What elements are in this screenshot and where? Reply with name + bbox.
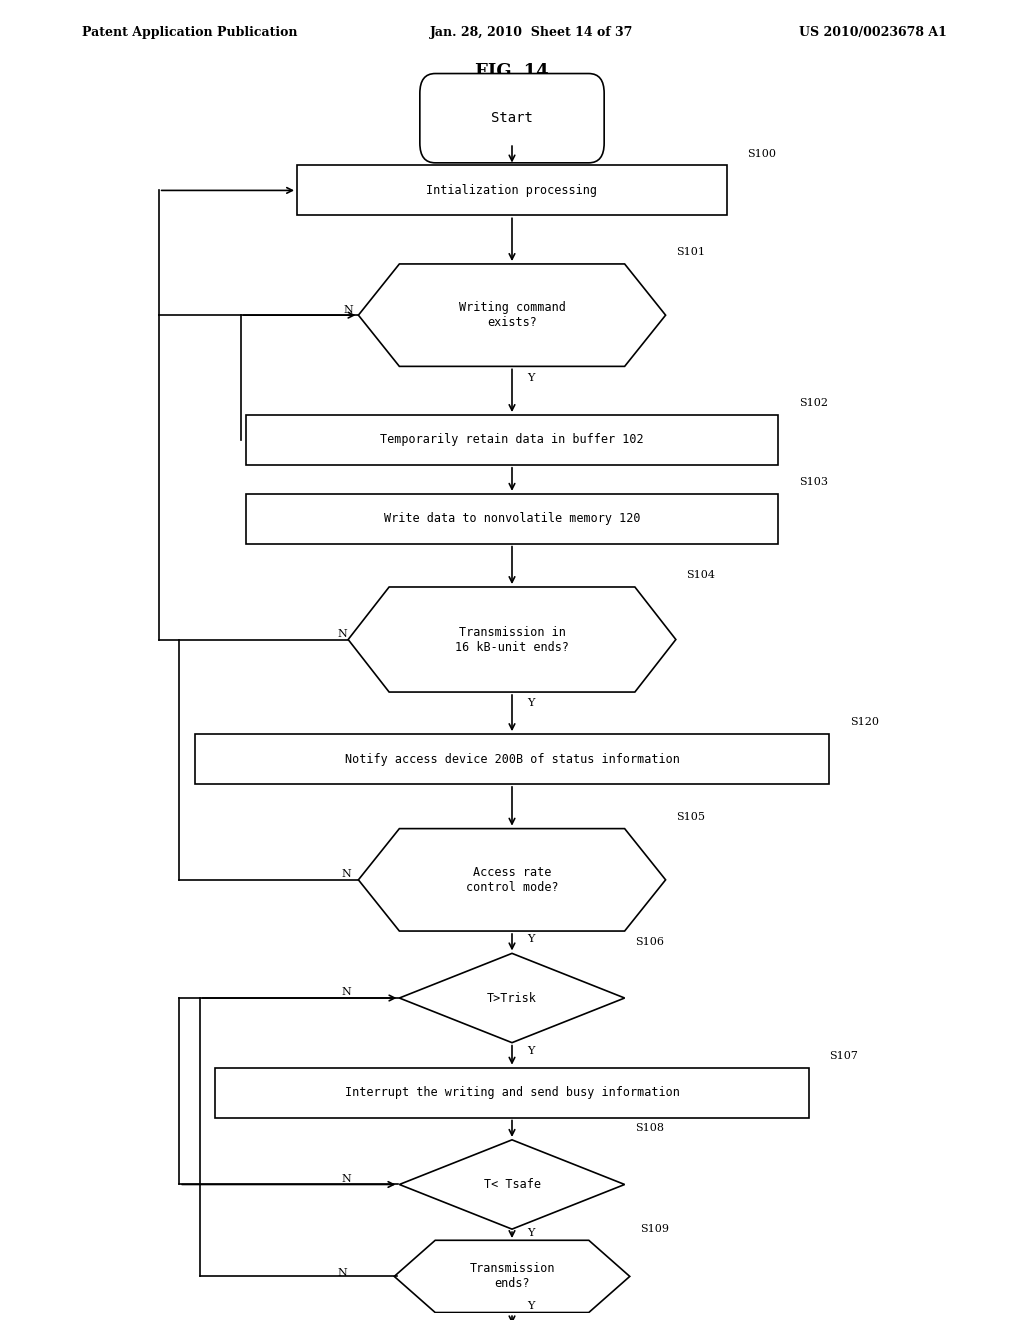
Text: S105: S105 (676, 812, 705, 822)
Bar (246, 414, 778, 465)
Text: Y: Y (527, 1302, 535, 1311)
Text: S107: S107 (829, 1051, 858, 1061)
Bar (297, 165, 727, 215)
Text: T< Tsafe: T< Tsafe (483, 1177, 541, 1191)
Text: Jan. 28, 2010  Sheet 14 of 37: Jan. 28, 2010 Sheet 14 of 37 (430, 26, 634, 40)
Bar (215, 1068, 809, 1118)
Text: Patent Application Publication: Patent Application Publication (82, 26, 297, 40)
Text: Y: Y (527, 698, 535, 709)
Text: N: N (338, 1269, 348, 1278)
Text: N: N (343, 305, 353, 314)
Text: S101: S101 (676, 247, 705, 257)
Text: Y: Y (527, 1047, 535, 1056)
Text: Temporarily retain data in buffer 102: Temporarily retain data in buffer 102 (380, 433, 644, 446)
Text: N: N (341, 987, 351, 998)
FancyBboxPatch shape (420, 74, 604, 162)
Polygon shape (358, 829, 666, 931)
Text: S104: S104 (686, 570, 715, 581)
Text: Writing command
exists?: Writing command exists? (459, 301, 565, 329)
Text: Transmission in
16 kB-unit ends?: Transmission in 16 kB-unit ends? (455, 626, 569, 653)
Text: Write data to nonvolatile memory 120: Write data to nonvolatile memory 120 (384, 512, 640, 525)
Text: Intialization processing: Intialization processing (427, 183, 597, 197)
Text: S103: S103 (799, 478, 827, 487)
Text: S102: S102 (799, 399, 827, 408)
Text: S120: S120 (850, 718, 879, 727)
Text: Y: Y (527, 933, 535, 944)
Text: Transmission
ends?: Transmission ends? (469, 1262, 555, 1291)
Text: Start: Start (492, 111, 532, 125)
Polygon shape (399, 1140, 625, 1229)
Text: N: N (338, 628, 348, 639)
Text: Y: Y (527, 372, 535, 383)
Polygon shape (348, 587, 676, 692)
Text: S108: S108 (635, 1123, 664, 1134)
Polygon shape (394, 1241, 630, 1312)
Text: S109: S109 (640, 1224, 669, 1234)
Text: FIG. 14: FIG. 14 (475, 63, 549, 82)
Text: S100: S100 (748, 149, 776, 158)
Text: T>Trisk: T>Trisk (487, 991, 537, 1005)
Text: N: N (341, 1173, 351, 1184)
Text: Interrupt the writing and send busy information: Interrupt the writing and send busy info… (344, 1086, 680, 1100)
Text: Y: Y (527, 1228, 535, 1238)
Text: US 2010/0023678 A1: US 2010/0023678 A1 (799, 26, 946, 40)
Text: Access rate
control mode?: Access rate control mode? (466, 866, 558, 894)
Bar (246, 494, 778, 544)
Text: S106: S106 (635, 937, 664, 946)
Text: N: N (341, 869, 351, 879)
Text: Notify access device 200B of status information: Notify access device 200B of status info… (344, 752, 680, 766)
Polygon shape (399, 953, 625, 1043)
Polygon shape (358, 264, 666, 367)
Bar (195, 734, 829, 784)
